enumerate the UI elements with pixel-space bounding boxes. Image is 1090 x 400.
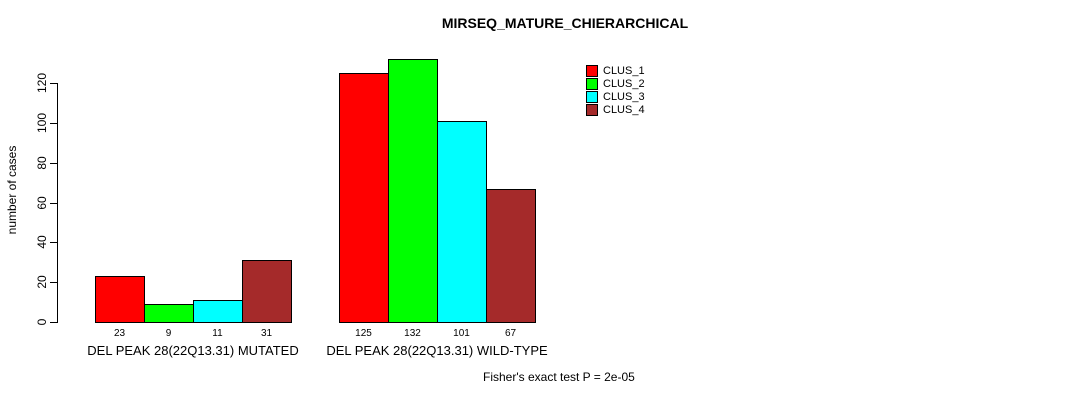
legend-label: CLUS_3 [603,90,645,103]
bar-value-label: 132 [404,328,421,339]
legend-swatch-clus_1 [586,64,598,77]
chart-title: MIRSEQ_MATURE_CHIERARCHICAL [441,15,689,31]
y-axis-tick-label: 0 [35,318,49,326]
y-axis-tick [50,123,58,124]
y-axis-tick [50,322,58,323]
bar-clus_4-group2 [486,189,536,323]
legend-label: CLUS_2 [603,77,645,90]
bar-clus_1-group1 [95,276,145,323]
fisher-test-annotation: Fisher's exact test P = 2e-05 [483,370,635,384]
legend-row: CLUS_4 [586,103,645,116]
y-axis-tick-label: 120 [35,72,49,94]
y-axis-tick [50,163,58,164]
y-axis-tick [50,282,58,283]
bar-value-label: 9 [165,328,172,339]
bar-value-label: 31 [260,328,273,339]
y-axis-tick [50,83,58,84]
y-axis-tick [50,242,58,243]
bar-value-label: 125 [355,328,372,339]
bar-value-label: 23 [113,328,126,339]
legend: CLUS_1 CLUS_2 CLUS_3 CLUS_4 [586,64,645,116]
x-category-label: DEL PEAK 28(22Q13.31) MUTATED [87,343,299,358]
bar-clus_2-group2 [388,59,438,323]
bar-value-label: 11 [212,328,223,339]
bar-clus_1-group2 [339,73,389,323]
bar-clus_2-group1 [144,304,194,323]
bar-clus_4-group1 [242,260,292,323]
legend-swatch-clus_2 [586,77,598,90]
legend-label: CLUS_1 [603,64,645,77]
y-axis-tick-label: 40 [35,235,49,249]
y-axis-tick-label: 80 [35,156,49,170]
bar-value-label: 67 [504,328,517,339]
bar-clus_3-group1 [193,300,243,323]
legend-label: CLUS_4 [603,103,645,116]
legend-row: CLUS_2 [586,77,645,90]
bar-value-label: 101 [453,328,470,339]
x-category-label: DEL PEAK 28(22Q13.31) WILD-TYPE [326,343,548,358]
y-axis-tick-label: 60 [35,196,49,210]
y-axis-tick-label: 20 [35,275,49,289]
y-axis-tick [50,203,58,204]
legend-row: CLUS_3 [586,90,645,103]
bar-clus_3-group2 [437,121,487,323]
legend-swatch-clus_3 [586,90,598,103]
legend-swatch-clus_4 [586,103,598,116]
y-axis-tick-label: 100 [35,112,49,134]
legend-row: CLUS_1 [586,64,645,77]
y-axis-label: number of cases [5,145,19,235]
